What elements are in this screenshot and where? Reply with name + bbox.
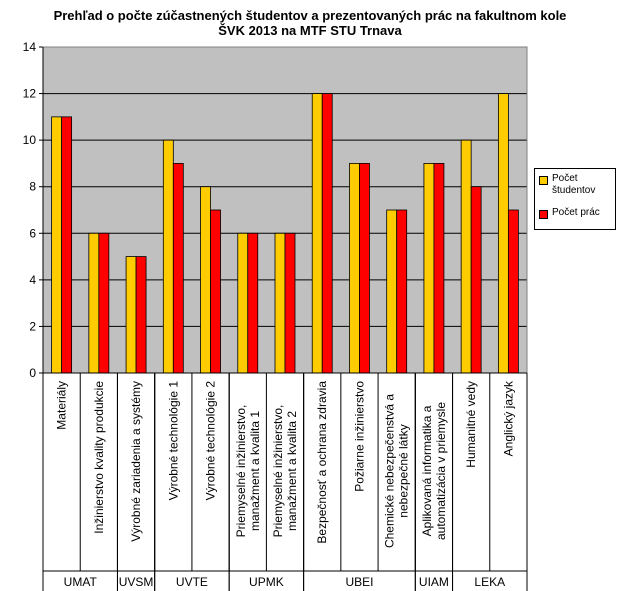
x-tick-label: Inžinierstvo kvality produkcie: [92, 381, 106, 534]
x-tick-label-line: Požiarne inžinierstvo: [352, 381, 366, 492]
x-tick-label: Anglický jazyk: [501, 380, 515, 456]
x-tick-label-line: manažment a kvalita 1: [248, 411, 262, 531]
y-tick-label: 12: [23, 87, 37, 101]
bar-works: [433, 163, 445, 374]
x-tick-label: Materiály: [55, 381, 69, 430]
y-tick-label: 10: [23, 133, 37, 147]
bar-students: [311, 93, 323, 374]
x-tick-label-line: Bezpečnosť a ochrana zdravia: [315, 381, 329, 544]
x-tick-label-line: Výrobné technológie 1: [166, 381, 180, 501]
x-tick-label-line: Chemické nebezpečenstvá a: [383, 394, 397, 548]
bar-students: [349, 163, 360, 374]
x-tick-label-line: Výrobné zariadenia a systémy: [129, 381, 143, 542]
group-label: UVSM: [119, 575, 154, 589]
y-tick-label: 14: [23, 40, 37, 54]
bar-works: [359, 163, 370, 374]
bar-students: [162, 139, 174, 374]
x-tick-label: Humanitné vedy: [464, 381, 478, 468]
x-tick-label-line: Anglický jazyk: [501, 380, 515, 456]
x-tick-label: Bezpečnosť a ochrana zdravia: [315, 381, 329, 544]
bar-students: [51, 116, 63, 374]
group-label: UVTE: [176, 575, 208, 589]
y-tick-label: 8: [29, 180, 36, 194]
x-tick-label-line: Priemyselné inžinierstvo,: [234, 405, 248, 538]
legend-label-students: Počet študentov: [552, 173, 596, 196]
bar-works: [247, 232, 259, 374]
x-tick-label-line: automatizácia v priemysle: [434, 402, 448, 540]
legend-swatch-works: [539, 210, 548, 219]
bar-works: [172, 163, 184, 374]
legend-swatch-students: [539, 176, 548, 185]
x-tick-label: Priemyselné inžinierstvo,manažment a kva…: [271, 405, 299, 538]
bar-works: [210, 209, 221, 374]
bar-works: [135, 256, 147, 374]
bar-students: [386, 209, 398, 374]
x-tick-label: Priemyselné inžinierstvo,manažment a kva…: [234, 405, 262, 538]
chart-title-line-2: ŠVK 2013 na MTF STU Trnava: [218, 23, 402, 38]
legend-label-works: Počet prác: [552, 207, 600, 218]
x-tick-label-line: nebezpečné látky: [397, 424, 411, 517]
x-tick-label-line: Výrobné technológie 2: [204, 381, 218, 501]
group-label: UIAM: [419, 575, 449, 589]
x-tick-label-line: Aplikovaná informatika a: [420, 405, 434, 536]
bar-works: [470, 186, 482, 374]
group-label: LEKA: [474, 575, 505, 589]
bar-works: [61, 116, 73, 374]
bar-students: [200, 186, 211, 374]
x-tick-label: Výrobné technológie 1: [166, 381, 180, 501]
x-tick-label-line: Materiály: [55, 381, 69, 430]
x-tick-label: Výrobné zariadenia a systémy: [129, 381, 143, 542]
bar-students: [497, 93, 509, 374]
bar-students: [460, 139, 472, 374]
y-tick-label: 2: [29, 319, 36, 333]
chart-title: Prehľad o počte zúčastnených študentov a…: [40, 8, 580, 38]
bar-works: [98, 232, 110, 374]
y-tick-label: 6: [29, 226, 36, 240]
bar-students: [88, 232, 100, 374]
chart-title-line-1: Prehľad o počte zúčastnených študentov a…: [53, 8, 567, 23]
x-tick-label-line: Inžinierstvo kvality produkcie: [92, 381, 106, 534]
group-label: UMAT: [64, 575, 98, 589]
x-tick-label-line: manažment a kvalita 2: [285, 411, 299, 531]
group-label: UBEI: [345, 575, 373, 589]
x-tick-label-line: Humanitné vedy: [464, 381, 478, 468]
x-tick-label: Požiarne inžinierstvo: [352, 381, 366, 492]
bar-works: [396, 209, 408, 374]
bar-works: [284, 232, 296, 374]
chart-legend: Počet študentov Počet prác: [534, 168, 616, 230]
bar-works: [507, 209, 519, 374]
bar-students: [237, 232, 249, 374]
legend-item-students: Počet študentov: [539, 173, 612, 197]
x-tick-label: Aplikovaná informatika aautomatizácia v …: [420, 402, 448, 540]
group-label: UPMK: [249, 575, 284, 589]
bar-students: [125, 256, 137, 374]
y-tick-label: 4: [29, 273, 36, 287]
y-tick-label: 0: [29, 366, 36, 380]
legend-item-works: Počet prác: [539, 207, 612, 219]
x-tick-label: Výrobné technológie 2: [204, 381, 218, 501]
bar-works: [321, 93, 333, 374]
x-tick-label: Chemické nebezpečenstvá anebezpečné látk…: [383, 394, 411, 548]
x-tick-label-line: Priemyselné inžinierstvo,: [271, 405, 285, 538]
bar-students: [274, 232, 286, 374]
bar-students: [423, 163, 435, 374]
